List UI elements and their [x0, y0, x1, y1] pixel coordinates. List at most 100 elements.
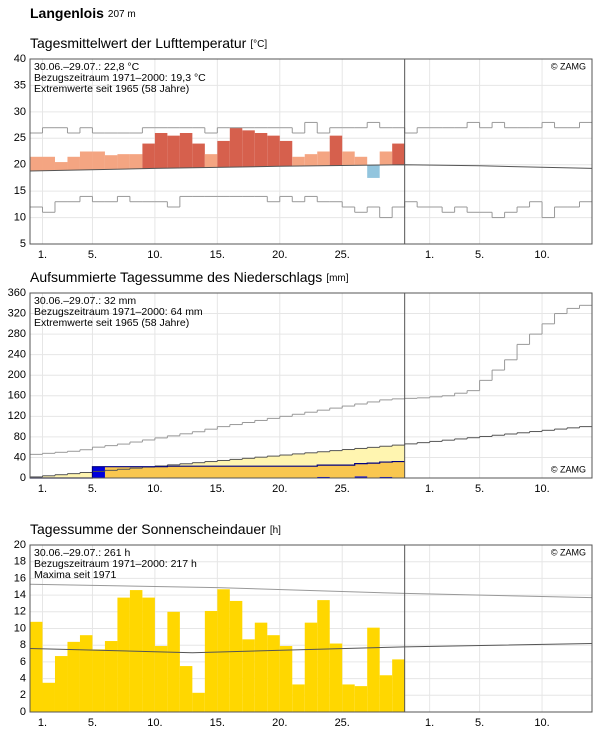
bar [204, 610, 218, 712]
x-tick-label: 20. [272, 717, 287, 729]
bar [242, 639, 255, 712]
bar [167, 611, 180, 712]
bar [54, 162, 68, 171]
y-tick-label: 18 [14, 556, 26, 568]
x-tick-label: 5. [88, 249, 97, 261]
bar [142, 597, 155, 712]
line [29, 583, 593, 599]
y-tick-label: 20 [14, 539, 26, 551]
line [29, 643, 593, 654]
bar [179, 133, 193, 168]
bar [42, 682, 55, 712]
title-text: Tagessumme der Sonnenscheindauer [30, 521, 266, 537]
x-tick-label: 1. [425, 483, 434, 495]
note: 30.06.–29.07.: 32 mm [34, 295, 136, 307]
y-tick-label: 8 [20, 639, 26, 651]
note: Bezugszeitraum 1971–2000: 64 mm [34, 306, 203, 318]
y-tick-label: 5 [20, 238, 26, 250]
bar [129, 154, 143, 169]
x-tick-label: 20. [272, 249, 287, 261]
plot-frame [29, 292, 593, 479]
y-tick-label: 40 [14, 451, 26, 463]
bar [167, 135, 180, 169]
bar [254, 133, 268, 167]
y-tick-label: 160 [8, 390, 26, 402]
plot-background [30, 293, 592, 478]
bar [79, 151, 93, 170]
bar [67, 156, 80, 171]
bar [279, 140, 293, 167]
y-tick-label: 2 [20, 689, 26, 701]
y-tick-label: 16 [14, 572, 26, 584]
y-tick-label: 240 [8, 349, 26, 361]
x-tick-label: 10. [147, 717, 162, 729]
y-tick-label: 14 [14, 589, 26, 601]
bar [92, 466, 105, 478]
note: 30.06.–29.07.: 261 h [34, 547, 130, 559]
bar [379, 476, 393, 478]
x-tick-label: 25. [335, 717, 350, 729]
bar [392, 659, 405, 712]
note: Maxima seit 1971 [34, 569, 116, 581]
bar [379, 151, 393, 165]
x-tick-label: 1. [425, 249, 434, 261]
bar [79, 635, 93, 712]
bar [117, 154, 130, 170]
note: 30.06.–29.07.: 22,8 °C [34, 61, 140, 73]
x-tick-label: 15. [210, 717, 225, 729]
y-tick-label: 200 [8, 369, 26, 381]
x-tick-label: 1. [38, 717, 47, 729]
x-tick-label: 10. [147, 483, 162, 495]
x-tick-label: 10. [147, 249, 162, 261]
bar [117, 597, 130, 712]
bar [317, 476, 330, 478]
x-tick-label: 15. [210, 249, 225, 261]
x-tick-label: 1. [38, 249, 47, 261]
elevation: 207 m [108, 9, 136, 20]
bar [392, 143, 405, 165]
y-tick-label: 320 [8, 307, 26, 319]
bar [192, 692, 205, 712]
title-text: Tagesmittelwert der Lufttemperatur [30, 35, 247, 51]
bar [304, 154, 318, 166]
bar [192, 143, 205, 168]
x-tick-label: 25. [335, 249, 350, 261]
y-tick-label: 30 [14, 106, 26, 118]
unit: [mm] [326, 273, 348, 284]
y-tick-label: 360 [8, 287, 26, 299]
y-tick-label: 15 [14, 185, 26, 197]
bar [292, 156, 305, 167]
y-tick-label: 10 [14, 622, 26, 634]
bar [354, 686, 368, 712]
x-tick-label: 1. [425, 717, 434, 729]
bar [104, 641, 118, 712]
bar [229, 127, 243, 168]
note: Bezugszeitraum 1971–2000: 217 h [34, 558, 197, 570]
bar [367, 627, 380, 712]
x-tick-label: 25. [335, 483, 350, 495]
credit: © ZAMG [551, 464, 586, 474]
x-tick-label: 10. [534, 249, 549, 261]
y-tick-label: 4 [20, 673, 26, 685]
x-tick-label: 15. [210, 483, 225, 495]
note: Extremwerte seit 1965 (58 Jahre) [34, 83, 189, 95]
cumulative-area [30, 461, 405, 478]
bar [329, 135, 343, 166]
unit: [°C] [250, 39, 267, 50]
x-tick-label: 5. [88, 717, 97, 729]
header: Langenlois 207 m [30, 5, 136, 21]
y-tick-label: 0 [20, 706, 26, 718]
bar [30, 621, 43, 712]
bar [317, 600, 330, 712]
x-tick-label: 10. [534, 717, 549, 729]
bar [204, 154, 218, 168]
note: Extremwerte seit 1965 (58 Jahre) [34, 317, 189, 329]
y-tick-label: 20 [14, 159, 26, 171]
bar [267, 635, 280, 712]
bar [92, 151, 105, 170]
x-tick-label: 5. [88, 483, 97, 495]
x-tick-label: 20. [272, 483, 287, 495]
y-tick-label: 40 [14, 53, 26, 65]
bar [229, 600, 243, 712]
